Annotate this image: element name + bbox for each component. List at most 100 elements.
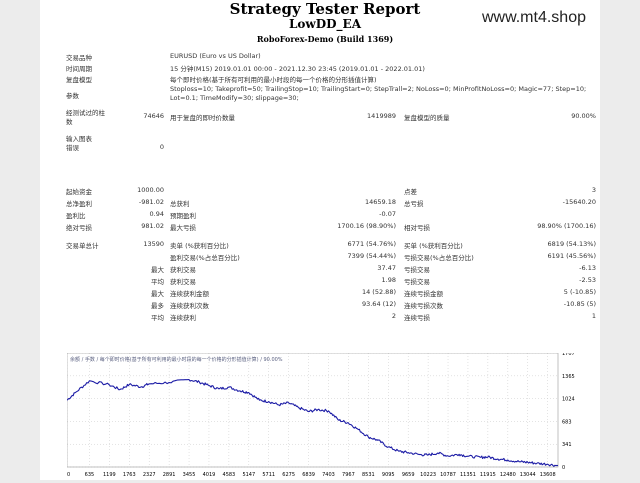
average-consec-label: 平均 — [151, 314, 164, 322]
average-row: 平均 获利交易 1.98 亏损交易 -2.53 — [66, 276, 596, 288]
net-profit-value: -981.02 — [138, 198, 164, 206]
long-positions-value: 6819 (54.13%) — [547, 240, 596, 248]
x-tick-label: 7967 — [342, 472, 355, 478]
gross-profit-value: 14659.18 — [364, 198, 396, 206]
ea-name: LowDD_EA — [288, 17, 362, 31]
average-loss-value: -2.53 — [579, 276, 596, 284]
report-header: Strategy Tester Report LowDD_EA RoboFore… — [40, 0, 600, 48]
spread-value: 3 — [591, 186, 596, 194]
profit-trades-row: 盈利交易(%占总百分比) 7399 (54.44%) 亏损交易(%占总百分比) … — [66, 252, 596, 264]
bars-label: 经测试过的柱数 — [66, 109, 105, 126]
total-trades-label: 交易单总计 — [66, 242, 99, 250]
average-profit-value: 1.98 — [381, 276, 396, 284]
drawdown-row: 绝对亏损 981.02 最大亏损 1700.16 (98.90%) 相对亏损 9… — [66, 222, 596, 234]
total-trades-row: 交易单总计 13590 卖单 (%获利百分比) 6771 (54.76%) 买单… — [66, 240, 596, 252]
x-tick-label: 11915 — [480, 472, 496, 478]
bars-value: 74646 — [143, 112, 164, 120]
absolute-drawdown-value: 981.02 — [141, 222, 164, 230]
consec-wins-value: 14 (52.88) — [361, 288, 396, 296]
absolute-drawdown-label: 绝对亏损 — [66, 224, 92, 232]
x-tick-label: 1199 — [103, 472, 116, 478]
consec-losses-label: 连续亏损金额 — [404, 290, 443, 298]
parameters-value: Stoploss=10; Takeprofit=50; TrailingStop… — [170, 85, 587, 93]
avg-consec-losses-value: 1 — [591, 312, 596, 320]
chart-background — [67, 353, 593, 479]
x-tick-label: 4019 — [203, 472, 216, 478]
x-tick-label: 9659 — [402, 472, 415, 478]
gross-profit-label: 总获利 — [170, 200, 190, 208]
x-tick-label: 6839 — [302, 472, 315, 478]
loss-trades-value: 6191 (45.56%) — [547, 252, 596, 260]
spread-label: 点差 — [404, 188, 417, 196]
maximal-drawdown-label: 最大亏损 — [170, 224, 196, 232]
deposit-value: 1000.00 — [137, 186, 164, 194]
x-tick-label: 3455 — [183, 472, 196, 478]
y-tick-label: 0 — [562, 465, 565, 471]
symbol-value: EURUSD (Euro vs US Dollar) — [170, 52, 261, 60]
y-tick-label: 341 — [562, 442, 572, 448]
deposit-label: 起始资金 — [66, 188, 92, 196]
y-tick-label: 683 — [562, 419, 572, 425]
report-title: Strategy Tester Report — [229, 0, 421, 18]
net-profit-label: 总净盈利 — [66, 200, 92, 208]
chart-legend: 余额 / 手数 / 每个即时价格(基于所有可利用的最小时段的每一个价格的分形插值… — [70, 356, 283, 363]
quality-value: 90.00% — [571, 112, 596, 120]
mismatch-label: 输入图表错误 — [66, 135, 92, 152]
expected-payoff-value: -0.07 — [379, 210, 396, 218]
ticks-value: 1419989 — [367, 112, 396, 120]
short-positions-label: 卖单 (%获利百分比) — [170, 242, 229, 250]
total-trades-value: 13590 — [143, 240, 164, 248]
largest-profit-label: 获利交易 — [170, 266, 196, 274]
parameters-label: 参数 — [66, 92, 79, 100]
balance-line — [66, 378, 559, 467]
symbol-label: 交易品种 — [66, 54, 92, 62]
gross-loss-label: 总亏损 — [404, 200, 424, 208]
maximal-drawdown-value: 1700.16 (98.90%) — [337, 222, 396, 230]
average-consec-row: 平均 连续获利 2 连续亏损 1 — [66, 312, 596, 324]
average-loss-label: 亏损交易 — [404, 278, 430, 286]
x-tick-label: 10787 — [440, 472, 456, 478]
x-tick-label: 635 — [85, 472, 95, 478]
server-info: RoboForex-Demo (Build 1369) — [256, 34, 394, 44]
relative-drawdown-value: 98.90% (1700.16) — [537, 222, 596, 230]
plot-frame — [66, 352, 559, 468]
report-page: Strategy Tester Report LowDD_EA RoboFore… — [40, 0, 600, 480]
period-label: 时间周期 — [66, 65, 92, 73]
largest-profit-value: 37.47 — [377, 264, 396, 272]
avg-consec-losses-label: 连续亏损 — [404, 314, 430, 322]
x-tick-label: 13044 — [520, 472, 536, 478]
x-tick-label: 4583 — [223, 472, 236, 478]
x-tick-label: 12480 — [500, 472, 516, 478]
x-axis-ticks: 0 635 1199 1763 2327 2891 3455 4019 4583 5147 5711… — [67, 472, 556, 478]
x-tick-label: 11351 — [460, 472, 476, 478]
x-tick-label: 1763 — [123, 472, 136, 478]
y-tick-label: 1365 — [562, 374, 575, 380]
x-tick-label: 13608 — [540, 472, 556, 478]
period-value: 15 分钟(M15) 2019.01.01 00:00 - 2021.12.30… — [170, 65, 425, 73]
average-label: 平均 — [151, 278, 164, 286]
consec-loss-label: 连续亏损次数 — [404, 302, 443, 310]
maximum-row: 最大 连续获利金额 14 (52.88) 连续亏损金额 5 (-10.85) — [66, 288, 596, 300]
short-positions-value: 6771 (54.76%) — [347, 240, 396, 248]
y-tick-label: 1707 — [562, 353, 575, 357]
x-tick-label: 2327 — [143, 472, 156, 478]
balance-chart: 余额 / 手数 / 每个即时价格(基于所有可利用的最小时段的每一个价格的分形插值… — [66, 351, 593, 479]
x-tick-label: 6275 — [282, 472, 295, 478]
x-tick-label: 8531 — [362, 472, 375, 478]
balance-chart-svg: 余额 / 手数 / 每个即时价格(基于所有可利用的最小时段的每一个价格的分形插值… — [66, 351, 593, 479]
profit-factor-label: 盈利比 — [66, 212, 86, 220]
x-tick-label: 5147 — [242, 472, 255, 478]
model-label: 复盘模型 — [66, 76, 92, 84]
net-profit-row: 总净盈利 -981.02 总获利 14659.18 总亏损 -15640.20 — [66, 198, 596, 210]
largest-label: 最大 — [151, 266, 164, 274]
parameters-value-line2: Lot=0.1; TimeModify=30; slippage=30; — [170, 94, 299, 102]
quality-label: 复盘模型的质量 — [404, 114, 450, 122]
x-tick-label: 0 — [67, 472, 70, 478]
profit-factor-row: 盈利比 0.94 预期盈利 -0.07 — [66, 210, 596, 222]
avg-consec-wins-label: 连续获利 — [170, 314, 196, 322]
consec-profit-value: 93.64 (12) — [361, 300, 396, 308]
largest-loss-label: 亏损交易 — [404, 266, 430, 274]
loss-trades-label: 亏损交易(%占总百分比) — [404, 254, 474, 262]
brand-watermark: www.mt4.shop — [481, 9, 586, 26]
maximal-label: 最多 — [151, 302, 164, 310]
